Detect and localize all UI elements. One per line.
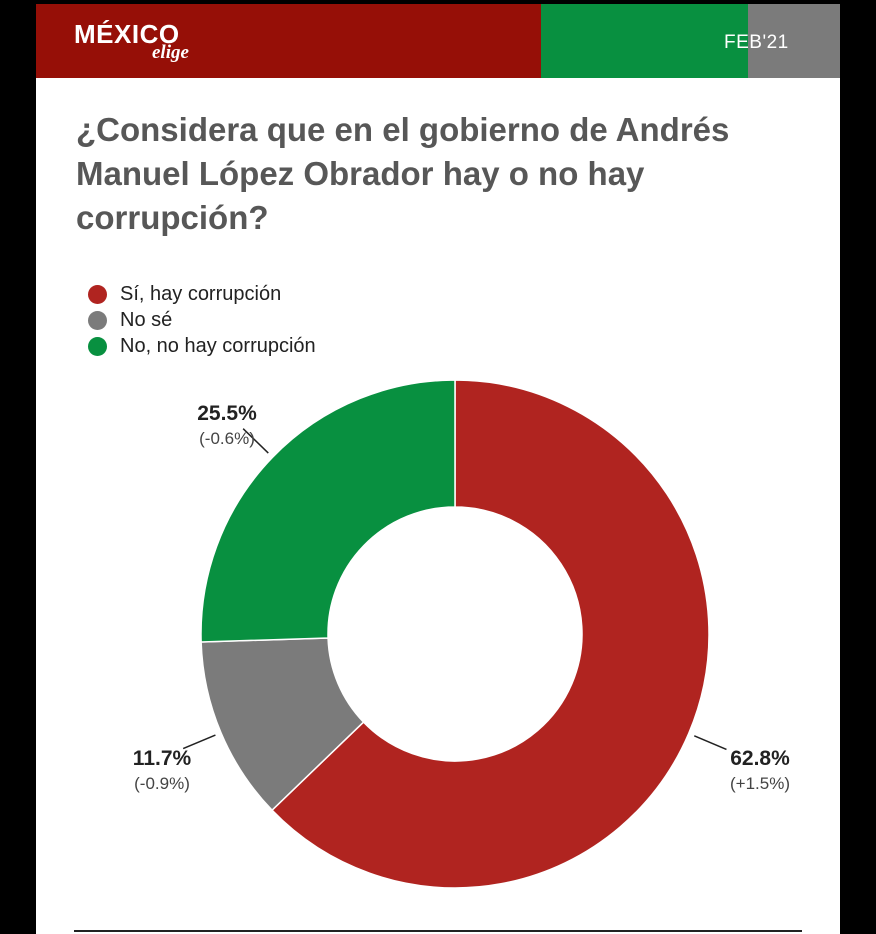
chart-legend: Sí, hay corrupción No sé No, no hay corr… (88, 281, 316, 359)
legend-swatch-no-se (88, 310, 107, 330)
legend-label-si: Sí, hay corrupción (120, 282, 282, 305)
logo-tagline: elige (152, 42, 189, 63)
change-label-no: (-0.6%) (199, 429, 255, 448)
chart-title: ¿Considera que en el gobierno de Andrés … (76, 111, 730, 236)
legend-swatch-no (88, 336, 107, 356)
donut-chart: 62.8% (+1.5%) 11.7% (-0.9%) 25.5% (-0.6%) (133, 379, 790, 889)
donut-slice-no (200, 379, 456, 643)
survey-date: FEB'21 (724, 32, 789, 53)
header-red-band (36, 4, 541, 78)
leader-line-no-se (182, 734, 216, 750)
header-bar: MÉXICO elige FEB'21 (36, 4, 840, 78)
legend-item-no: No, no hay corrupción (88, 333, 316, 359)
value-label-no: 25.5% (197, 402, 257, 425)
bottom-divider (74, 930, 802, 932)
donut-slice-no-se (200, 637, 365, 812)
legend-swatch-si (88, 284, 107, 304)
infographic-page: MÉXICO elige FEB'21 ¿Considera que en el… (36, 4, 840, 934)
legend-item-no-se: No sé (88, 307, 316, 333)
change-label-si: (+1.5%) (730, 774, 790, 793)
legend-label-no: No, no hay corrupción (120, 334, 316, 357)
value-label-no-se: 11.7% (133, 747, 192, 770)
legend-label-no-se: No sé (120, 308, 173, 331)
value-label-si: 62.8% (730, 747, 790, 770)
leader-line-si (693, 735, 727, 751)
donut-slice-si (270, 379, 710, 889)
logo-wordmark: MÉXICO (74, 19, 180, 49)
mexico-elige-logo: MÉXICO elige (74, 19, 189, 63)
header-gray-band (748, 4, 840, 78)
leader-line-no (242, 428, 269, 454)
change-label-no-se: (-0.9%) (134, 774, 190, 793)
header-green-band (541, 4, 748, 78)
legend-item-si: Sí, hay corrupción (88, 281, 316, 307)
